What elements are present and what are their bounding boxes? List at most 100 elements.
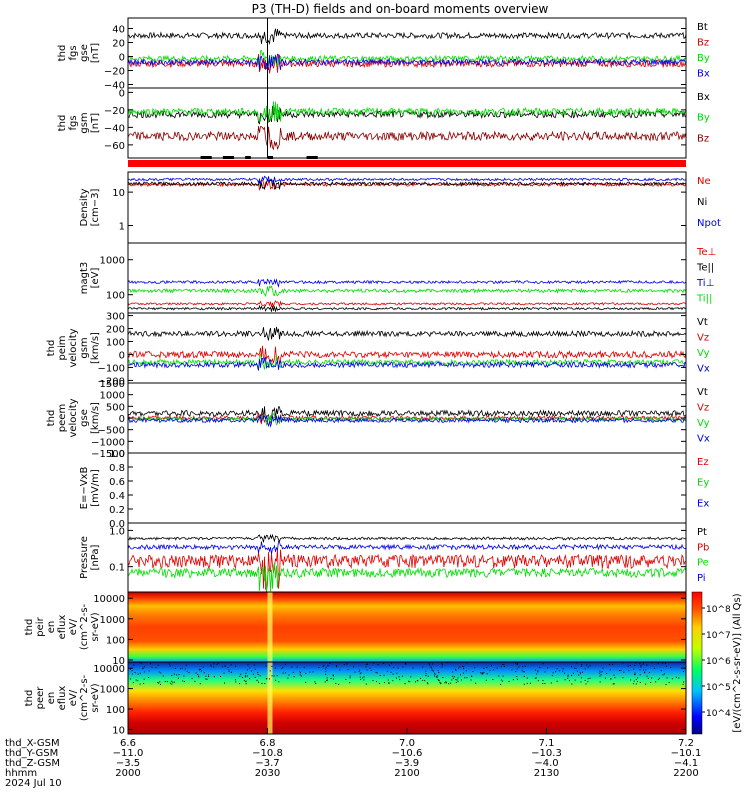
noise-dot: [623, 671, 625, 673]
noise-dot: [585, 683, 587, 685]
noise-dot: [174, 667, 176, 669]
series-line-Npot: [127, 175, 687, 186]
noise-dot: [456, 679, 458, 681]
noise-dot: [651, 677, 653, 679]
legend-entry-Ez: Ez: [697, 457, 709, 468]
noise-dot: [177, 677, 179, 679]
noise-dot: [438, 680, 440, 682]
noise-dot: [537, 670, 539, 672]
series-line-Vz: [127, 412, 687, 425]
noise-dot: [339, 669, 341, 671]
noise-dot: [404, 663, 406, 665]
x-row-label: thd_Z-GSM: [5, 758, 60, 769]
noise-dot: [598, 672, 600, 674]
noise-dot: [185, 664, 187, 666]
panel-density: 10 1 Density [cm−3] Ne Ni Npot: [79, 171, 721, 244]
noise-dot: [562, 668, 564, 670]
series-line-Pt: [127, 533, 687, 543]
noise-dot: [550, 682, 552, 684]
noise-dot: [516, 663, 518, 665]
legend-entry-Te||: Te||: [696, 263, 714, 274]
ytick-label: 0.6: [109, 477, 125, 488]
noise-dot: [276, 675, 278, 677]
series-line-Te⊥: [127, 300, 687, 308]
noise-dot: [430, 666, 432, 668]
ytick-label: 0: [119, 414, 125, 425]
noise-dot: [246, 669, 248, 671]
noise-dot: [515, 671, 517, 673]
noise-dot: [195, 672, 197, 674]
noise-dot: [537, 671, 539, 673]
noise-dot: [137, 680, 139, 682]
noise-dot: [139, 683, 141, 685]
noise-dot: [325, 673, 327, 675]
panel-peer_en_eflux: 10000 1000 100 10 thd peer en eflux eV/(cm^2-s-s…: [24, 661, 687, 736]
noise-dot: [335, 665, 337, 667]
noise-dot: [347, 669, 349, 671]
noise-dot: [627, 665, 629, 667]
legend-entry-Vz: Vz: [697, 333, 709, 344]
noise-dot: [584, 668, 586, 670]
noise-dot: [483, 667, 485, 669]
series-line-Bz: [127, 125, 687, 151]
noise-dot: [629, 665, 631, 667]
noise-dot: [140, 662, 142, 664]
legend-entry-Te⊥: Te⊥: [696, 247, 716, 258]
noise-dot: [213, 666, 215, 668]
noise-dot: [446, 682, 448, 684]
noise-dot: [439, 682, 441, 684]
noise-dot: [664, 673, 666, 675]
noise-dot: [460, 674, 462, 676]
noise-dot: [372, 680, 374, 682]
noise-dot: [678, 677, 680, 679]
ytick-label: −1000: [91, 437, 125, 448]
ytick-label: 100: [106, 635, 125, 646]
noise-dot: [552, 672, 554, 674]
noise-dot: [333, 678, 335, 680]
noise-dot: [383, 674, 385, 676]
panel-peir_en_eflux: 10000 1000 100 10 thd peir en eflux eV/(cm^2-s-s…: [24, 591, 687, 667]
noise-dot: [300, 675, 302, 677]
noise-dot: [402, 666, 404, 668]
noise-dot: [158, 671, 160, 673]
legend-entry-Bz: Bz: [697, 133, 709, 144]
ytick-label: 1: [119, 222, 125, 233]
x-tick-label: 2130: [534, 768, 559, 779]
noise-dot: [508, 680, 510, 682]
series-line-Vz: [127, 345, 687, 364]
noise-dot: [492, 678, 494, 680]
noise-dot: [440, 683, 442, 685]
noise-dot: [166, 681, 168, 683]
ytick-label: 0: [119, 350, 125, 361]
noise-dot: [360, 678, 362, 680]
series-line-Vt: [127, 326, 687, 341]
noise-dot: [365, 683, 367, 685]
noise-dot: [179, 668, 181, 670]
noise-dot: [235, 665, 237, 667]
noise-dot: [452, 675, 454, 677]
noise-dot: [427, 683, 429, 685]
noise-dot: [551, 674, 553, 676]
noise-dot: [393, 666, 395, 668]
noise-dot: [326, 677, 328, 679]
panel-peim_velocity: 300 200 1000 −100 −200 thd peim velocity gsm [km/…: [46, 312, 710, 388]
legend-entry-Pb: Pb: [697, 542, 709, 553]
noise-dot: [349, 675, 351, 677]
legend-entry-Ti||: Ti||: [696, 294, 712, 305]
noise-dot: [600, 671, 602, 673]
noise-dot: [516, 676, 518, 678]
noise-dot: [675, 676, 677, 678]
noise-dot: [405, 663, 407, 665]
legend-entry-Bt: Bt: [697, 22, 708, 33]
x-tick-label: 2100: [394, 768, 419, 779]
noise-dot: [522, 671, 524, 673]
noise-dot: [182, 680, 184, 682]
ytick-label: 10000: [93, 664, 125, 675]
noise-dot: [332, 675, 334, 677]
ytick-label: 0: [119, 88, 125, 99]
y-axis-label: [mV/m]: [90, 469, 101, 507]
legend-entry-By: By: [697, 113, 710, 124]
series-line-Pe: [127, 562, 687, 592]
y-axis-label: thd: [46, 410, 57, 427]
noise-dot: [636, 681, 638, 683]
